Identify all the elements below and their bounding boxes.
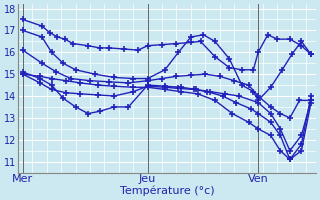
X-axis label: Température (°c): Température (°c) [120,185,214,196]
